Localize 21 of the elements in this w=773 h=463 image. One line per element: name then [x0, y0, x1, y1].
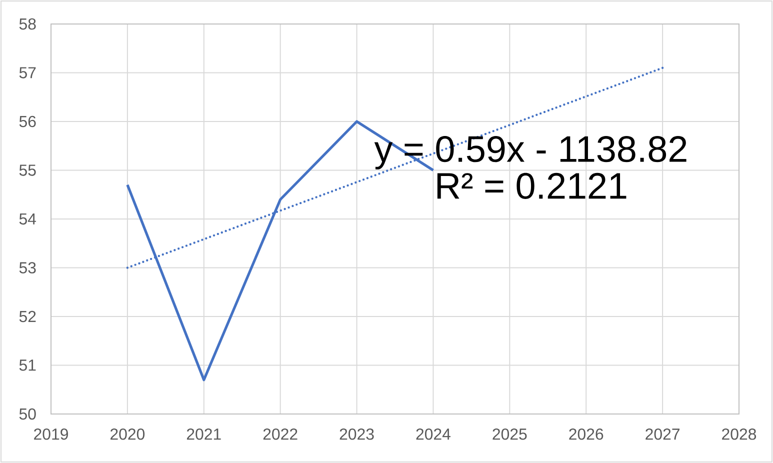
- y-tick-label: 52: [19, 310, 36, 322]
- y-tick-label: 51: [19, 360, 36, 371]
- x-tick-label: 2022: [263, 428, 298, 440]
- y-tick-label: 58: [19, 18, 36, 30]
- x-tick-label: 2020: [110, 428, 145, 440]
- x-tick-label: 2019: [34, 428, 68, 440]
- x-tick-label: 2027: [646, 428, 680, 440]
- annotation: R² = 0.2121: [437, 172, 626, 199]
- x-tick-label: 2026: [569, 428, 604, 440]
- x-tick-label: 2023: [340, 428, 374, 440]
- y-tick-label: 54: [19, 213, 36, 225]
- x-tick-label: 2024: [416, 428, 450, 440]
- x-tick-label: 2025: [492, 428, 527, 440]
- annotation: y = 0.59x - 1138.82: [374, 136, 686, 170]
- x-tick-label: 2021: [186, 428, 221, 440]
- x-tick-label: 2028: [722, 428, 756, 440]
- y-tick-label: 57: [19, 67, 36, 78]
- y-tick-label: 55: [19, 164, 36, 176]
- y-tick-label: 56: [19, 116, 36, 128]
- y-tick-label: 53: [19, 262, 36, 274]
- y-tick-label: 50: [19, 408, 36, 420]
